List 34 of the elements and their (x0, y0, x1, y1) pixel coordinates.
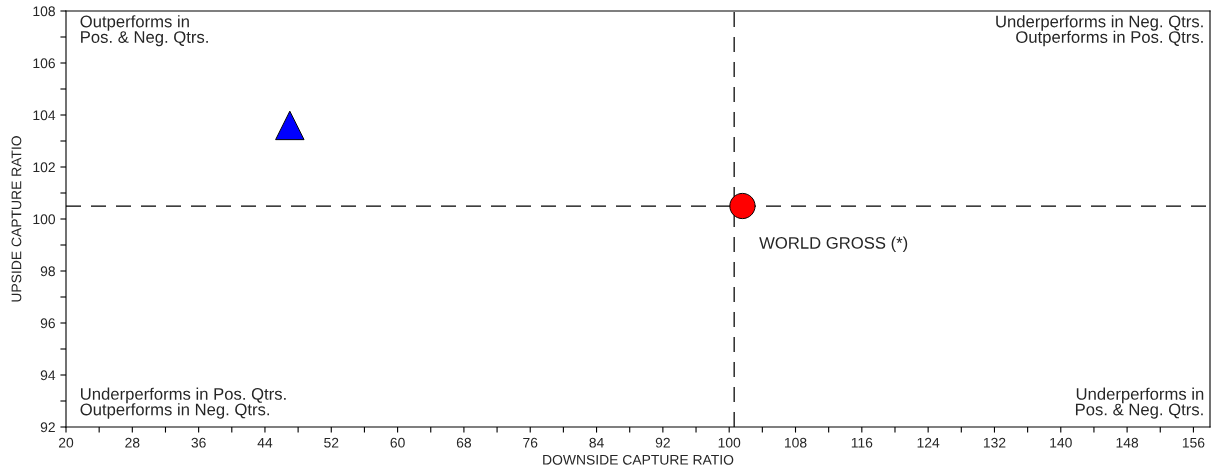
y-axis-title: UPSIDE CAPTURE RATIO (11, 136, 22, 302)
x-tick-label: 148 (1116, 437, 1139, 448)
annotation: Underperforms in Neg. Qtrs. Outperforms in Pos. Qtrs. (996, 15, 1203, 47)
x-tick-label: 84 (589, 437, 604, 448)
y-tick-label: 94 (40, 370, 56, 381)
y-tick-label: 96 (40, 318, 55, 329)
x-tick-label: 68 (456, 437, 472, 448)
y-tick-label: 92 (40, 422, 55, 433)
x-tick-label: 92 (655, 437, 670, 448)
x-tick-label: 20 (58, 437, 74, 448)
x-tick-label: 108 (784, 437, 807, 448)
y-tick-label: 102 (33, 162, 55, 173)
y-tick-label: 108 (33, 6, 55, 17)
annotation: WORLD GROSS (*) (759, 236, 908, 253)
x-tick-label: 156 (1182, 437, 1205, 448)
x-tick-label: 60 (390, 437, 405, 448)
x-tick-label: 100 (718, 437, 741, 448)
annotation: Underperforms in Pos. Qtrs. Outperforms in Neg. Qtrs. (80, 387, 286, 419)
x-tick-label: 36 (191, 437, 206, 448)
y-tick-label: 98 (40, 266, 55, 277)
x-tick-label: 76 (523, 437, 538, 448)
x-tick-label: 28 (125, 437, 140, 448)
x-tick-label: 132 (983, 437, 1006, 448)
x-axis-title: DOWNSIDE CAPTURE RATIO (543, 454, 734, 465)
x-tick-label: 124 (917, 437, 940, 448)
annotation: Outperforms in Pos. & Neg. Qtrs. (80, 15, 208, 47)
x-tick-label: 140 (1050, 437, 1072, 448)
y-tick-label: 106 (33, 58, 55, 69)
x-tick-label: 52 (324, 437, 339, 448)
y-tick-label: 100 (33, 214, 56, 225)
annotation: Underperforms in Pos. & Neg. Qtrs. (1075, 387, 1204, 419)
x-tick-label: 116 (851, 437, 873, 448)
y-tick-label: 104 (33, 110, 56, 121)
x-tick-label: 44 (257, 437, 273, 448)
